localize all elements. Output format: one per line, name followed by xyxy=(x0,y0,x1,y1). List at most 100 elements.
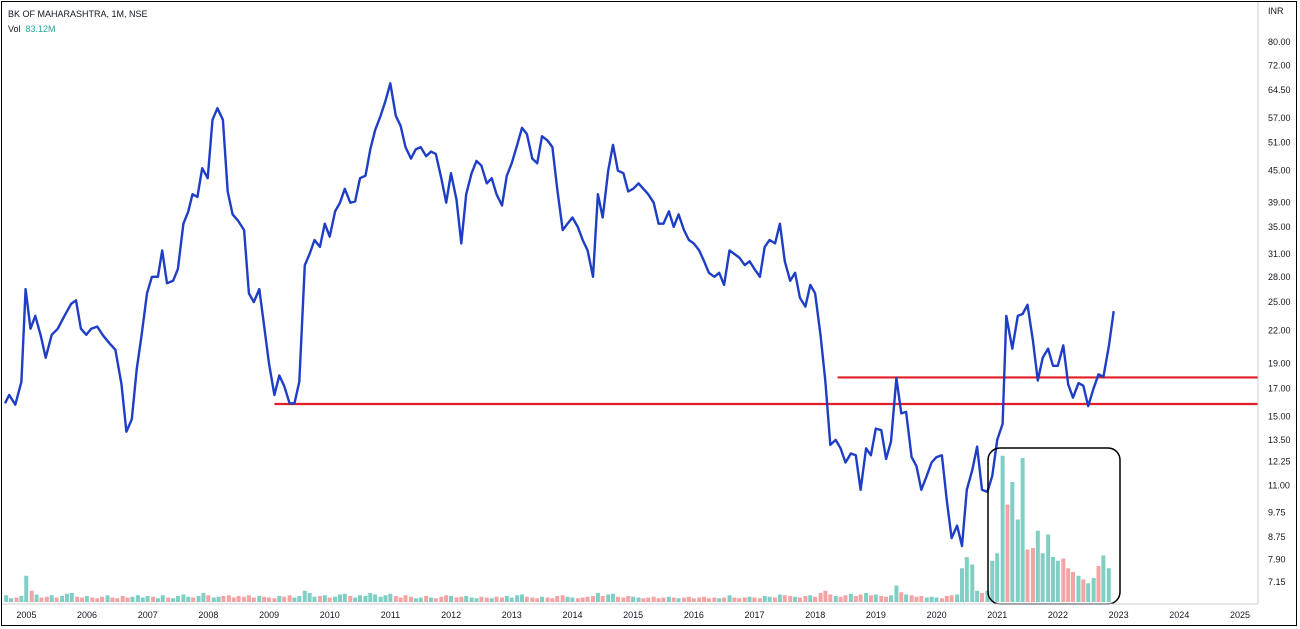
volume-bar xyxy=(939,598,944,602)
volume-bar xyxy=(160,595,165,602)
volume-bar xyxy=(1066,568,1071,602)
volume-bar xyxy=(1000,455,1005,602)
volume-bar xyxy=(398,597,403,602)
volume-bar xyxy=(858,594,863,602)
volume-label: Vol xyxy=(8,24,21,34)
y-tick-label: 9.75 xyxy=(1268,508,1286,518)
volume-bar xyxy=(211,597,216,602)
volume-bar xyxy=(853,596,858,602)
volume-bar xyxy=(439,596,444,602)
volume-bar xyxy=(428,597,433,602)
volume-bar xyxy=(403,595,408,602)
volume-bar xyxy=(9,598,14,602)
volume-bar xyxy=(424,596,429,602)
x-tick-label: 2025 xyxy=(1230,610,1250,620)
x-tick-label: 2021 xyxy=(987,610,1007,620)
x-tick-label: 2009 xyxy=(259,610,279,620)
volume-bar xyxy=(813,596,818,602)
volume-bar xyxy=(964,557,969,602)
volume-bar xyxy=(231,597,236,602)
volume-bar xyxy=(540,596,545,602)
volume-bar xyxy=(712,597,717,602)
volume-bar xyxy=(818,593,823,602)
volume-bar xyxy=(418,597,423,602)
volume-bar xyxy=(868,595,873,602)
volume-bar xyxy=(1086,583,1091,602)
volume-bar xyxy=(520,594,525,602)
volume-bar xyxy=(985,590,990,602)
volume-bar xyxy=(292,597,297,602)
volume-bar xyxy=(666,596,671,602)
volume-bar xyxy=(955,594,960,602)
y-tick-label: 35.00 xyxy=(1268,222,1291,232)
volume-bar xyxy=(342,593,347,602)
y-tick-label: 19.00 xyxy=(1268,358,1291,368)
volume-bar xyxy=(848,593,853,602)
volume-bar xyxy=(702,596,707,602)
volume-bar xyxy=(242,596,247,602)
volume-bar xyxy=(130,596,135,602)
volume-bar xyxy=(206,595,211,602)
volume-bar xyxy=(661,597,666,602)
time-axis[interactable]: 2005 2006 2007 2008 2009 2010 2011 2012 2013 2014… xyxy=(2,603,1258,620)
volume-bar xyxy=(337,594,342,602)
volume-bar xyxy=(838,596,843,602)
volume-bar xyxy=(631,596,636,602)
volume-bar xyxy=(201,593,206,602)
volume-bar xyxy=(1061,558,1066,602)
volume-bar xyxy=(69,593,74,602)
volume-bar xyxy=(686,596,691,602)
symbol-title: BK OF MAHARASHTRA, 1M, NSE xyxy=(8,9,148,19)
volume-bar xyxy=(246,595,251,602)
volume-bar xyxy=(282,596,287,602)
volume-bar xyxy=(125,597,130,602)
volume-bar xyxy=(823,590,828,602)
volume-bar xyxy=(621,597,626,602)
volume-bar xyxy=(39,597,44,602)
x-tick-label: 2020 xyxy=(927,610,947,620)
volume-bar xyxy=(803,596,808,602)
volume-bar xyxy=(797,597,802,602)
volume-bar xyxy=(221,596,226,602)
volume-bar xyxy=(828,594,833,602)
volume-bar xyxy=(959,568,964,602)
volume-bar xyxy=(408,596,413,602)
volume-bar xyxy=(929,596,934,602)
volume-bars xyxy=(4,455,1111,602)
volume-bar xyxy=(1076,575,1081,602)
volume-bar xyxy=(226,595,231,602)
x-tick-label: 2006 xyxy=(77,610,97,620)
y-tick-label: 17.00 xyxy=(1268,383,1291,393)
x-tick-label: 2012 xyxy=(441,610,461,620)
volume-bar xyxy=(257,596,262,602)
volume-bar xyxy=(494,596,499,602)
volume-bar xyxy=(1005,504,1010,602)
volume-bar xyxy=(19,596,24,602)
volume-bar xyxy=(459,596,464,602)
volume-bar xyxy=(904,594,909,602)
volume-bar xyxy=(808,595,813,602)
volume-bar xyxy=(317,596,322,602)
volume-bar xyxy=(383,595,388,602)
volume-bar xyxy=(90,597,95,602)
volume-bar xyxy=(479,596,484,602)
y-tick-label: 8.75 xyxy=(1268,532,1286,542)
x-tick-label: 2014 xyxy=(562,610,582,620)
volume-bar xyxy=(682,597,687,602)
volume-bar xyxy=(727,595,732,602)
volume-bar xyxy=(110,597,115,602)
x-tick-label: 2007 xyxy=(138,610,158,620)
y-tick-label: 45.00 xyxy=(1268,166,1291,176)
volume-bar xyxy=(697,597,702,602)
volume-bar xyxy=(196,596,201,602)
volume-bar xyxy=(1010,482,1015,602)
x-tick-label: 2023 xyxy=(1109,610,1129,620)
x-tick-label: 2010 xyxy=(320,610,340,620)
volume-bar xyxy=(433,598,438,602)
y-tick-label: 39.00 xyxy=(1268,198,1291,208)
price-axis[interactable]: INR 7.15 7.90 8.75 9.75 11.00 12.25 13.50 15.00… xyxy=(1257,2,1291,604)
volume-bar xyxy=(636,597,641,602)
volume-bar xyxy=(777,594,782,602)
price-line[interactable] xyxy=(3,82,1115,548)
